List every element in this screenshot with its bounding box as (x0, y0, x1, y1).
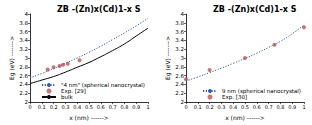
svg-text:0.9: 0.9 (288, 104, 296, 110)
svg-text:2.8: 2.8 (19, 64, 28, 70)
svg-text:2.4: 2.4 (175, 81, 184, 87)
svg-text:x (nm) ------>: x (nm) ------> (69, 114, 109, 121)
svg-text:3.2: 3.2 (175, 46, 184, 52)
svg-text:0.5: 0.5 (85, 104, 93, 110)
svg-text:2.2: 2.2 (175, 90, 184, 96)
svg-text:0.5: 0.5 (241, 104, 249, 110)
svg-text:4: 4 (181, 11, 185, 17)
svg-text:ZB -(Zn)x(Cd)1-x S: ZB -(Zn)x(Cd)1-x S (57, 5, 141, 14)
svg-text:0.3: 0.3 (61, 104, 69, 110)
svg-text:x (nm) ------>: x (nm) ------> (225, 114, 265, 121)
svg-text:Exp. [29]: Exp. [29] (61, 88, 86, 94)
svg-text:3.6: 3.6 (175, 29, 184, 35)
svg-text:9 nm (spherical nanocrystal): 9 nm (spherical nanocrystal) (222, 88, 301, 94)
svg-text:0.2: 0.2 (206, 104, 214, 110)
svg-text:3.4: 3.4 (175, 37, 184, 43)
svg-text:0.1: 0.1 (194, 104, 202, 110)
svg-text:2.4: 2.4 (19, 81, 28, 87)
svg-text:0.4: 0.4 (229, 104, 237, 110)
svg-text:0.8: 0.8 (276, 104, 284, 110)
svg-text:Eg (eV) ------->: Eg (eV) -------> (8, 36, 16, 80)
svg-text:0.4: 0.4 (73, 104, 81, 110)
svg-text:0.2: 0.2 (50, 104, 58, 110)
svg-text:1: 1 (146, 104, 149, 110)
svg-text:0.1: 0.1 (38, 104, 46, 110)
svg-text:4: 4 (25, 11, 29, 17)
svg-text:Exp. [30]: Exp. [30] (222, 94, 247, 101)
svg-text:2: 2 (24, 99, 28, 106)
svg-text:0: 0 (28, 104, 31, 110)
svg-text:2.6: 2.6 (175, 73, 184, 79)
svg-text:Eg (eV) ------->: Eg (eV) -------> (164, 36, 172, 80)
svg-text:0.9: 0.9 (132, 104, 140, 110)
svg-text:3.8: 3.8 (175, 20, 184, 26)
svg-text:3.4: 3.4 (19, 37, 28, 43)
svg-text:ZB -(Zn)x(Cd)1-x S: ZB -(Zn)x(Cd)1-x S (213, 5, 297, 14)
svg-text:2: 2 (180, 99, 184, 106)
svg-text:1: 1 (302, 104, 305, 110)
svg-text:3: 3 (25, 55, 29, 61)
svg-text:"4 nm" (spherical nanocrystal): "4 nm" (spherical nanocrystal) (61, 82, 145, 88)
svg-text:0.6: 0.6 (97, 104, 105, 110)
svg-text:0.7: 0.7 (265, 104, 273, 110)
svg-text:3.2: 3.2 (19, 46, 28, 52)
svg-text:0.7: 0.7 (109, 104, 117, 110)
svg-text:3.8: 3.8 (19, 20, 28, 26)
svg-text:0.3: 0.3 (217, 104, 225, 110)
svg-text:2.8: 2.8 (175, 64, 184, 70)
svg-text:3: 3 (181, 55, 185, 61)
svg-text:0.8: 0.8 (120, 104, 128, 110)
svg-text:3.6: 3.6 (19, 29, 28, 35)
svg-text:2.6: 2.6 (19, 73, 28, 79)
svg-text:bulk: bulk (61, 94, 74, 100)
svg-text:0.6: 0.6 (253, 104, 261, 110)
svg-text:2.2: 2.2 (19, 90, 28, 96)
svg-text:0: 0 (184, 104, 187, 110)
